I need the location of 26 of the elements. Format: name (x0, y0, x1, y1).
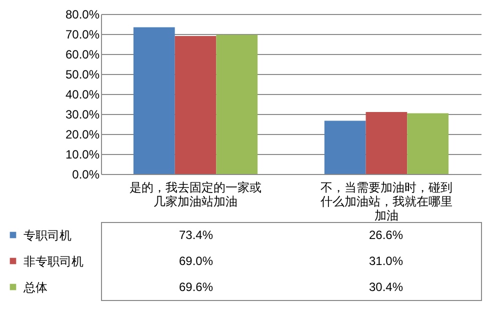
data-label: 73.4% (178, 228, 214, 242)
x-tick-label: 是的，我去固定的一家或几家加油站加油 (130, 180, 262, 208)
bar (407, 113, 449, 174)
y-tick-label: 10.0% (65, 148, 100, 162)
bar (133, 27, 175, 174)
bar (366, 112, 408, 174)
bar (174, 36, 216, 174)
data-label: 69.0% (178, 254, 214, 268)
bar (216, 34, 258, 174)
y-tick-label: 20.0% (65, 128, 100, 142)
data-label: 30.4% (368, 280, 404, 294)
x-tick-label: 不，当需要加油时，碰到什么加油站，我就在哪里加油 (319, 180, 452, 222)
bar (324, 120, 366, 174)
data-label: 31.0% (368, 254, 404, 268)
legend-label: 专职司机 (24, 228, 72, 242)
legend-label: 非专职司机 (24, 254, 84, 268)
legend-label: 总体 (22, 280, 48, 294)
y-tick-label: 70.0% (65, 28, 100, 42)
data-label: 69.6% (178, 280, 214, 294)
y-tick-label: 80.0% (65, 8, 100, 22)
y-tick-label: 60.0% (65, 48, 100, 62)
y-tick-label: 0.0% (72, 168, 100, 182)
y-tick-label: 30.0% (65, 108, 100, 122)
y-tick-label: 50.0% (65, 68, 100, 82)
y-tick-label: 40.0% (65, 88, 100, 102)
data-label: 26.6% (368, 228, 404, 242)
